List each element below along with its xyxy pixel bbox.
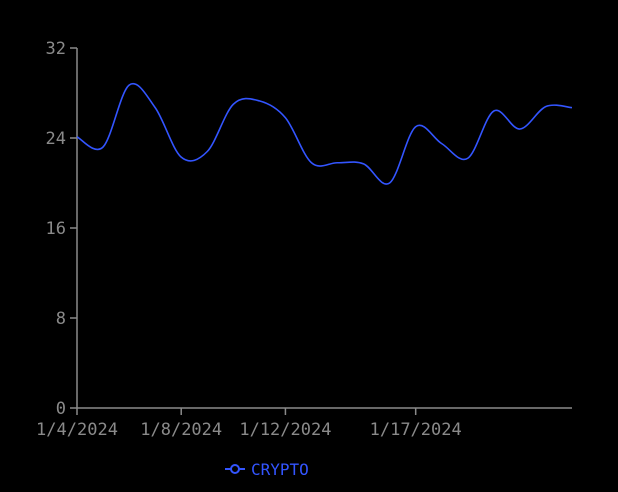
y-tick-label: 0 [56, 399, 66, 419]
x-axis: 1/4/2024 1/8/2024 1/12/2024 1/17/2024 [36, 407, 572, 440]
legend[interactable]: CRYPTO [225, 460, 309, 479]
y-tick-label: 32 [46, 39, 66, 59]
x-tick-label: 1/17/2024 [370, 420, 462, 440]
y-axis: 0 8 16 24 32 [46, 39, 78, 419]
y-tick-label: 24 [46, 129, 66, 149]
series-layer [76, 82, 573, 185]
y-tick-label: 8 [56, 309, 66, 329]
x-tick-label: 1/8/2024 [140, 420, 222, 440]
y-tick-label: 16 [46, 219, 66, 239]
legend-marker [230, 464, 240, 474]
line-with-circle-marker-icon [225, 464, 245, 474]
x-tick-label: 1/12/2024 [239, 420, 331, 440]
series-line-crypto [76, 82, 573, 185]
x-tick-label: 1/4/2024 [36, 420, 118, 440]
legend-label-crypto: CRYPTO [251, 460, 309, 479]
